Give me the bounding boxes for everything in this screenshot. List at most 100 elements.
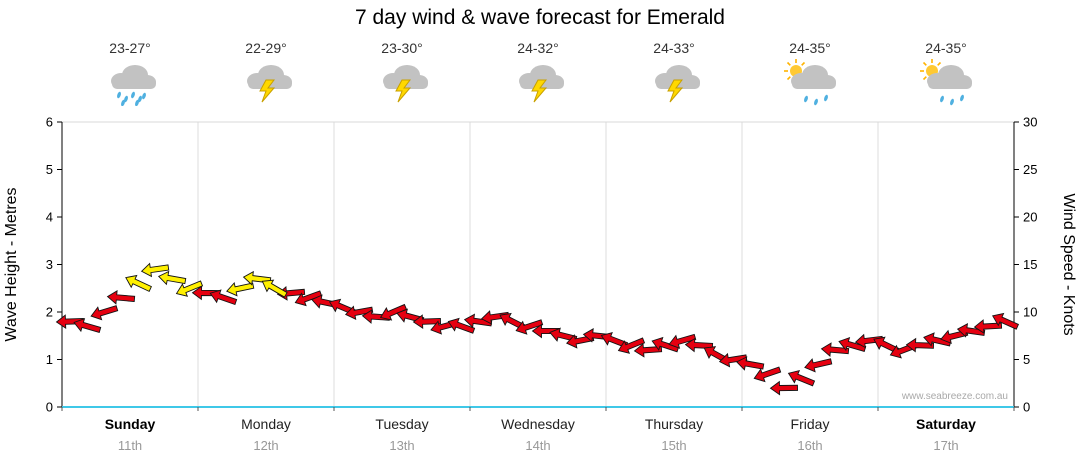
right-tick-label: 20 [1023,210,1037,225]
cloud-shape [111,65,156,89]
day-label-saturday: Saturday 17th [878,416,1014,453]
wind-arrow [769,380,799,396]
day-label-tuesday: Tuesday 13th [334,416,470,453]
temperature-range: 24-33° [653,40,695,56]
wind-arrow [787,369,816,387]
wind-arrow [447,317,476,334]
left-tick-label: 0 [46,400,53,415]
day-label-row: Sunday 11th Monday 12th Tuesday 13th Wednesday… [62,416,1014,453]
day-label-monday: Monday 12th [198,416,334,453]
day-name: Sunday [104,416,156,432]
right-tick-label: 15 [1023,257,1037,272]
wind-arrow [191,285,221,301]
lightning-bolt [259,79,276,103]
day-name: Monday [241,416,291,432]
temperature-range: 22-29° [245,40,287,56]
raindrop [804,95,808,103]
weather-icon-wrap [644,58,704,106]
wind-arrow [992,312,1020,330]
wind-arrow [209,289,238,306]
day-date: 15th [661,438,687,453]
day-column-thursday: 24-33° [606,40,742,106]
plot-border [61,121,1015,408]
temperature-range: 24-35° [925,40,967,56]
day-name: Tuesday [375,416,429,432]
cloud-shape [791,65,836,89]
raindrop [814,98,818,106]
left-axis-title: Wave Height - Metres [3,187,20,341]
wind-arrow [480,310,510,325]
day-label-wednesday: Wednesday 14th [470,416,606,453]
raindrop [960,94,964,102]
wind-arrow [668,333,697,349]
day-name: Wednesday [501,416,575,432]
right-tick-label: 5 [1023,352,1030,367]
raindrop [824,94,828,102]
weather-icon-wrap [916,58,976,106]
left-axis: 0 1 2 3 4 5 6 [46,115,62,415]
right-tick-label: 0 [1023,400,1030,415]
wind-arrow [294,290,323,307]
day-column-monday: 22-29° [198,40,334,106]
temperature-range: 24-32° [517,40,559,56]
day-date: 13th [389,438,415,453]
wind-arrow [125,274,152,292]
wind-arrow [531,323,560,339]
wind-arrow [617,337,646,354]
raindrop [117,91,121,99]
day-label-thursday: Thursday 15th [606,416,742,453]
left-tick-label: 1 [46,352,53,367]
lightning-bolt [531,79,548,103]
weather-icon-storm [519,65,564,103]
wind-arrow [854,333,884,349]
right-axis-title: Wind Speed - Knots [1060,193,1077,335]
day-date: 17th [933,438,959,453]
raindrop [142,92,146,100]
lightning-bolt [667,79,684,103]
temperature-range: 24-35° [789,40,831,56]
right-tick-label: 30 [1023,115,1037,130]
day-name: Friday [790,416,830,432]
day-date: 11th [117,438,143,453]
weather-icon-wrap [372,58,432,106]
weather-icon-rain [111,65,156,107]
cloud-shape [655,65,700,89]
cloud-shape [927,65,972,89]
wind-arrow [73,317,102,333]
day-column-wednesday: 24-32° [470,40,606,106]
weather-icon-storm [247,65,292,103]
watermark: www.seabreeze.com.au [901,391,1008,402]
day-column-saturday: 24-35° [878,40,1014,106]
wind-arrow [753,366,782,383]
day-date: 14th [525,438,551,453]
weather-icon-wrap [780,58,840,106]
raindrop [124,95,128,103]
cloud-shape [519,65,564,89]
temperature-range: 23-30° [381,40,423,56]
temperature-range: 23-27° [109,40,151,56]
wind-arrow [735,356,765,371]
wind-arrow [412,314,442,330]
wind-arrow [718,352,748,368]
right-axis: 0 5 10 15 20 25 30 [1014,115,1037,415]
day-column-tuesday: 23-30° [334,40,470,106]
right-tick-label: 10 [1023,305,1037,320]
raindrop [950,98,954,106]
weather-icon-sun-cloud-rain [920,59,972,106]
cloud-shape [383,65,428,89]
weather-icon-storm [655,65,700,103]
wind-arrow [515,319,544,335]
wind-arrow [106,290,136,305]
wind-arrow [140,262,170,278]
wind-arrow [55,314,85,330]
day-name: Thursday [644,416,704,432]
raindrop [138,95,142,103]
day-column-friday: 24-35° [742,40,878,106]
left-tick-label: 6 [46,115,53,130]
left-tick-label: 3 [46,257,53,272]
day-name: Saturday [916,416,976,432]
day-date: 16th [797,438,823,453]
left-tick-label: 5 [46,162,53,177]
